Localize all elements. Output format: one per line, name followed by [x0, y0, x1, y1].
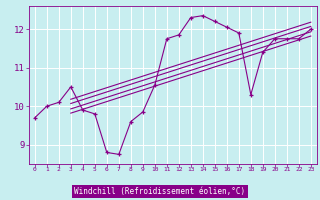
Text: Windchill (Refroidissement éolien,°C): Windchill (Refroidissement éolien,°C)	[75, 187, 245, 196]
